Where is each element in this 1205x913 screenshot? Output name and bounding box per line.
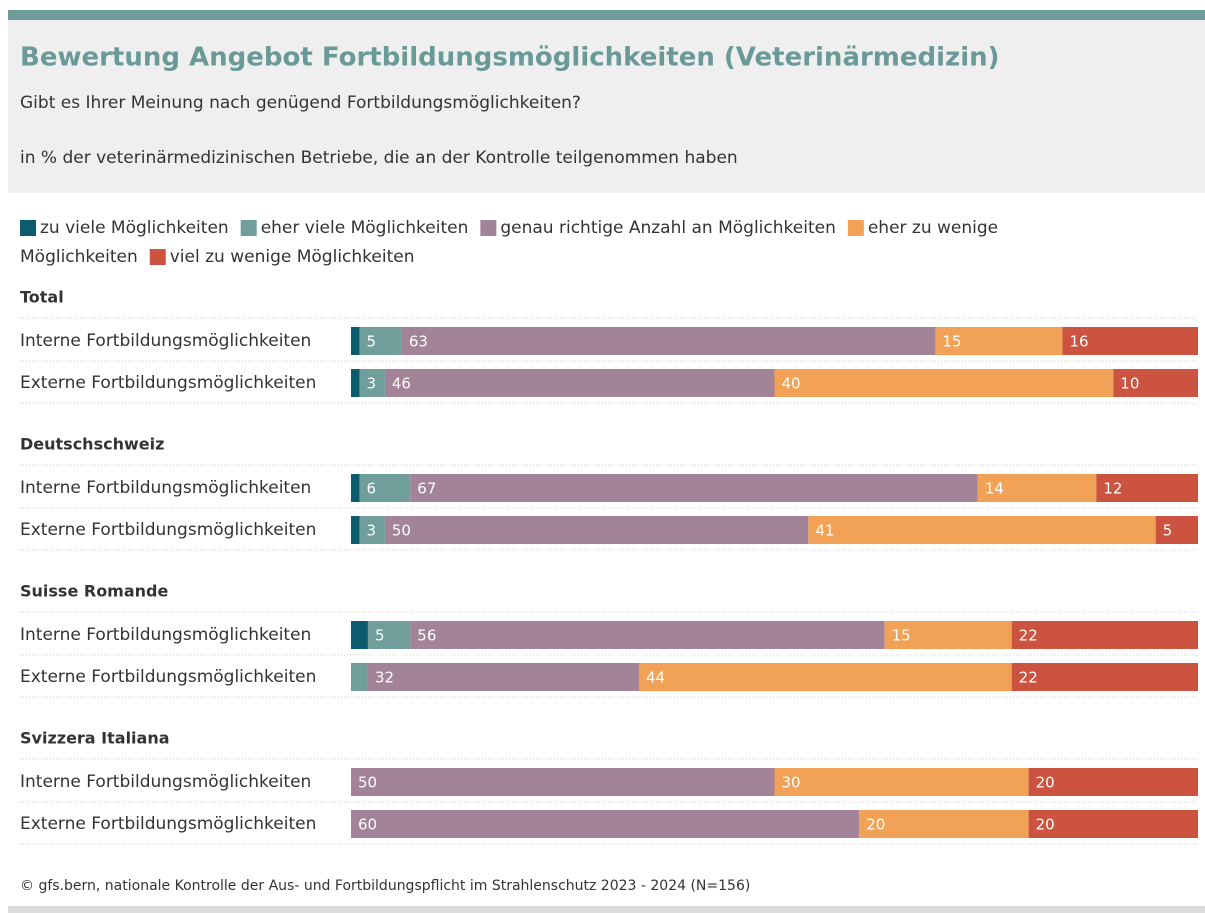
legend-swatch: [240, 220, 257, 236]
value-label: 20: [1036, 774, 1055, 792]
value-label: 46: [392, 375, 411, 393]
bar-segment: [808, 516, 1156, 544]
value-label: 14: [985, 480, 1004, 498]
row-label: Interne Fortbildungsmöglichkeiten: [20, 625, 311, 645]
bar-segment: [351, 663, 368, 691]
legend-label: genau richtige Anzahl an Möglichkeiten: [500, 218, 835, 238]
value-label: 20: [866, 816, 885, 834]
value-label: 50: [392, 522, 411, 540]
bar-segment: [367, 663, 639, 691]
bar-segment: [351, 810, 860, 838]
value-label: 15: [942, 333, 961, 351]
legend-label: viel zu wenige Möglichkeiten: [170, 247, 415, 267]
value-label: 5: [375, 627, 385, 645]
row-label: Interne Fortbildungsmöglichkeiten: [20, 772, 311, 792]
legend-label: eher viele Möglichkeiten: [261, 218, 469, 238]
group-heading: Total: [20, 288, 64, 307]
group-heading: Svizzera Italiana: [20, 729, 170, 748]
bar-segment: [1096, 474, 1198, 502]
legend-swatch: [847, 220, 864, 236]
bar-segment: [384, 369, 775, 397]
value-label: 3: [366, 522, 376, 540]
footer-bar: [8, 906, 1205, 913]
bar-segment: [384, 516, 809, 544]
row-label: Externe Fortbildungsmöglichkeiten: [20, 373, 316, 393]
bar-segment: [1028, 768, 1198, 796]
bar-segment: [410, 474, 978, 502]
source: © gfs.bern, nationale Kontrolle der Aus-…: [20, 878, 750, 894]
bar-segment: [884, 621, 1012, 649]
value-label: 67: [417, 480, 436, 498]
value-label: 3: [366, 375, 376, 393]
bar-segment: [1028, 810, 1198, 838]
value-label: 22: [1019, 627, 1038, 645]
bar-segment: [410, 621, 885, 649]
bar-segment: [1113, 369, 1198, 397]
legend-label: zu viele Möglichkeiten: [40, 218, 229, 238]
bar-segment: [359, 327, 402, 355]
bar-segment: [359, 516, 385, 544]
bar-segment: [359, 474, 411, 502]
row-label: Externe Fortbildungsmöglichkeiten: [20, 814, 316, 834]
value-label: 50: [358, 774, 377, 792]
group-heading: Deutschschweiz: [20, 435, 164, 454]
bar-segment: [351, 516, 360, 544]
bar-segment: [359, 369, 385, 397]
value-label: 41: [815, 522, 834, 540]
chart-title: Bewertung Angebot Fortbildungsmöglichkei…: [20, 43, 1000, 73]
value-label: 22: [1019, 669, 1038, 687]
value-label: 6: [366, 480, 376, 498]
legend-label: eher zu wenige Möglichkeiten: [20, 218, 998, 267]
bar-segment: [935, 327, 1063, 355]
value-label: 56: [417, 627, 436, 645]
bar-segment: [351, 621, 368, 649]
value-label: 20: [1036, 816, 1055, 834]
note: in % der veterinärmedizinischen Betriebe…: [20, 148, 738, 168]
row-label: Externe Fortbildungsmöglichkeiten: [20, 667, 316, 687]
bar-segment: [351, 327, 360, 355]
header-stripe: [8, 10, 1205, 20]
value-label: 5: [366, 333, 376, 351]
legend-swatch: [149, 249, 166, 265]
value-label: 32: [375, 669, 394, 687]
legend-swatch: [480, 220, 497, 236]
row-label: Interne Fortbildungsmöglichkeiten: [20, 478, 311, 498]
bar-segment: [401, 327, 936, 355]
value-label: 30: [782, 774, 801, 792]
subtitle: Gibt es Ihrer Meinung nach genügend Fort…: [20, 93, 581, 113]
value-label: 40: [782, 375, 801, 393]
value-label: 15: [892, 627, 911, 645]
bar-segment: [351, 768, 775, 796]
bar-segment: [774, 768, 1029, 796]
group-heading: Suisse Romande: [20, 582, 168, 601]
row-label: Externe Fortbildungsmöglichkeiten: [20, 520, 316, 540]
row-label: Interne Fortbildungsmöglichkeiten: [20, 331, 311, 351]
value-label: 63: [409, 333, 428, 351]
bar-segment: [351, 369, 360, 397]
value-label: 12: [1103, 480, 1122, 498]
value-label: 10: [1120, 375, 1139, 393]
bar-segment: [1155, 516, 1198, 544]
bar-segment: [367, 621, 411, 649]
header-bg: [8, 10, 1205, 193]
value-label: 60: [358, 816, 377, 834]
bar-segment: [638, 663, 1012, 691]
bar-segment: [1011, 663, 1198, 691]
legend-swatch: [20, 220, 36, 236]
value-label: 16: [1069, 333, 1088, 351]
bar-segment: [977, 474, 1097, 502]
bar-segment: [859, 810, 1029, 838]
bar-segment: [1011, 621, 1198, 649]
value-label: 44: [646, 669, 665, 687]
value-label: 5: [1163, 522, 1173, 540]
bar-segment: [351, 474, 360, 502]
bar-segment: [1062, 327, 1198, 355]
bar-segment: [774, 369, 1114, 397]
